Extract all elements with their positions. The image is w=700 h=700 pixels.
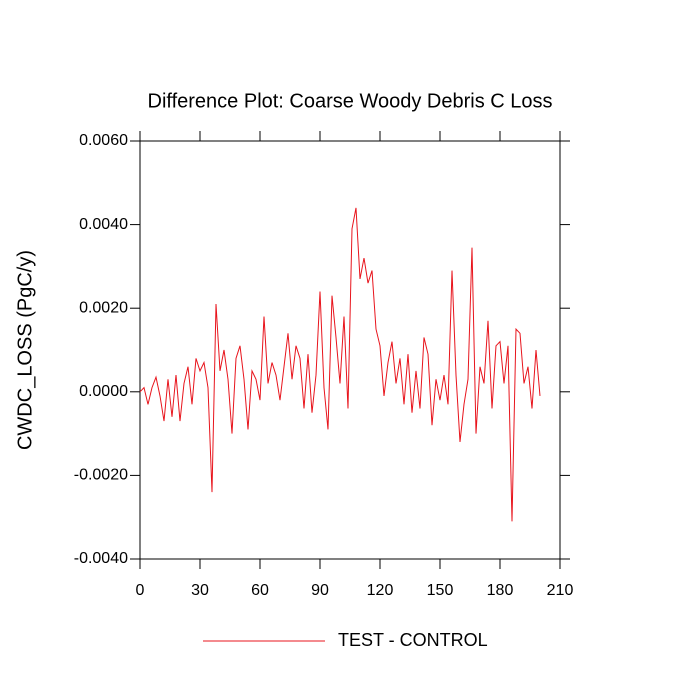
chart-title: Difference Plot: Coarse Woody Debris C L… bbox=[148, 90, 553, 112]
y-tick-label: 0.0040 bbox=[79, 216, 128, 233]
y-tick-label: 0.0000 bbox=[79, 383, 128, 400]
x-tick-label: 30 bbox=[191, 582, 209, 599]
x-tick-label: 90 bbox=[311, 582, 329, 599]
y-tick-label: -0.0040 bbox=[74, 550, 128, 567]
plot-frame bbox=[139, 140, 561, 560]
x-tick-label: 150 bbox=[427, 582, 454, 599]
x-tick-label: 210 bbox=[547, 582, 574, 599]
y-axis-label: CWDC_LOSS (PgC/y) bbox=[14, 250, 36, 450]
x-tick-label: 60 bbox=[251, 582, 269, 599]
data-line bbox=[139, 207, 541, 522]
y-tick-label: -0.0020 bbox=[74, 467, 128, 484]
legend-label: TEST - CONTROL bbox=[338, 630, 488, 650]
x-tick-label: 180 bbox=[487, 582, 514, 599]
y-tick-label: 0.0020 bbox=[79, 299, 128, 316]
x-tick-label: 0 bbox=[136, 582, 145, 599]
y-tick-label: 0.0060 bbox=[79, 132, 128, 149]
x-tick-label: 120 bbox=[367, 582, 394, 599]
